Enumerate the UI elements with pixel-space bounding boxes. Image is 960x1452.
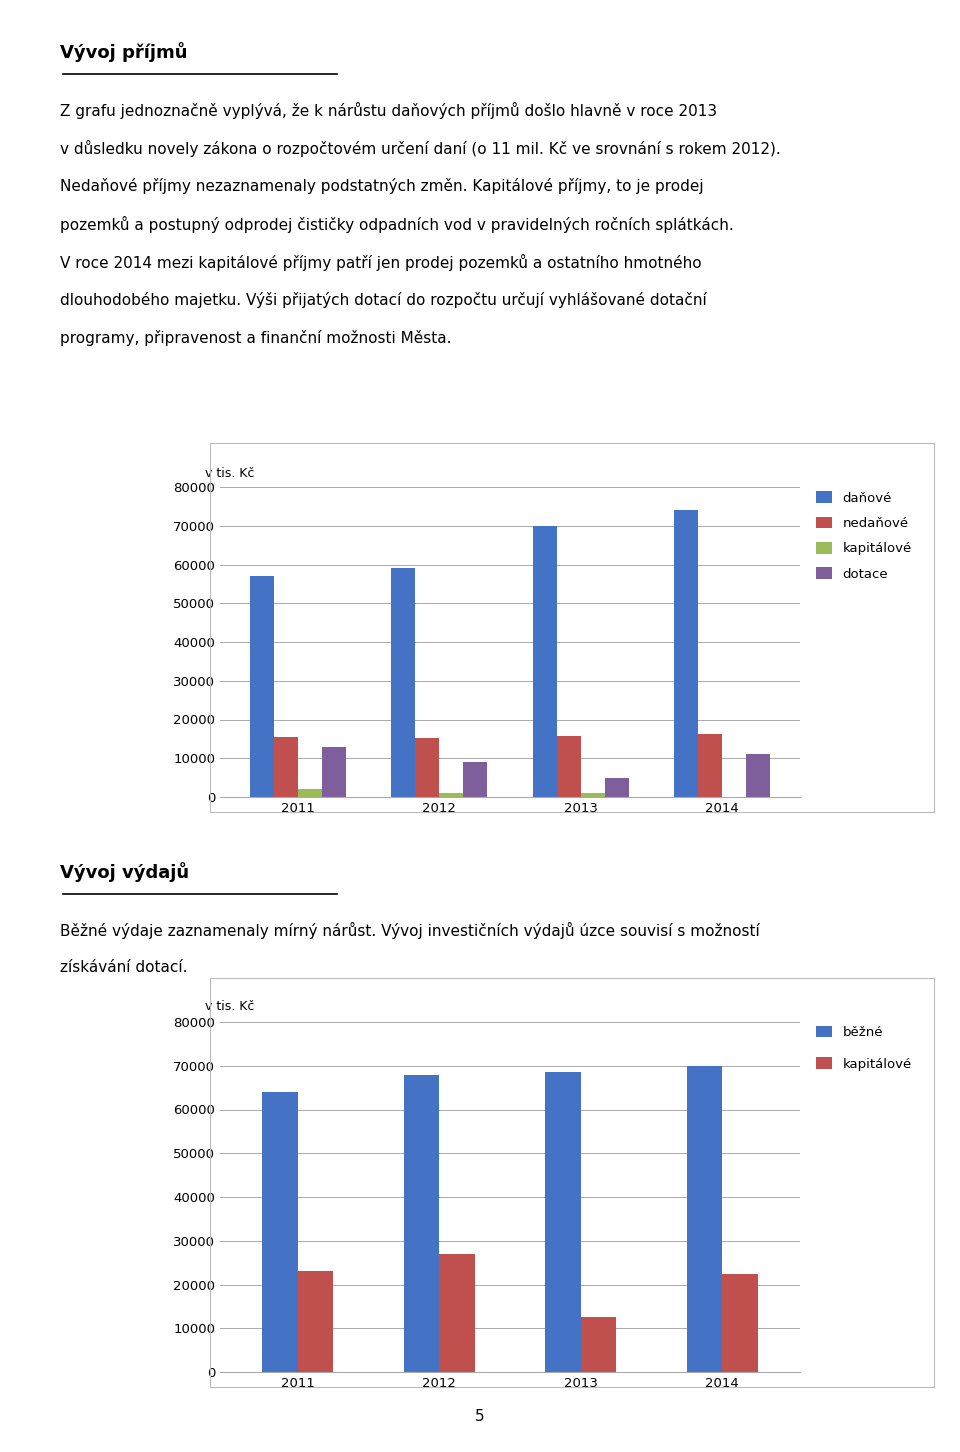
Text: Vývoj výdajů: Vývoj výdajů (60, 862, 189, 881)
Text: 5: 5 (475, 1408, 485, 1424)
Bar (404, 1074, 440, 1372)
Bar (545, 1073, 581, 1372)
Bar (533, 526, 557, 797)
Bar (298, 790, 322, 797)
Bar (605, 778, 629, 797)
Bar (581, 1317, 616, 1372)
Text: Vývoj příjmů: Vývoj příjmů (60, 42, 187, 62)
Bar (391, 568, 416, 797)
Text: dlouhodobého majetku. Výši přijatých dotací do rozpočtu určují vyhlášované dotač: dlouhodobého majetku. Výši přijatých dot… (60, 292, 707, 308)
Text: programy, připravenost a finanční možnosti Města.: programy, připravenost a finanční možnos… (60, 330, 451, 346)
Bar (698, 735, 722, 797)
Bar (416, 738, 440, 797)
Bar (440, 793, 464, 797)
Bar (557, 736, 581, 797)
Bar (250, 576, 274, 797)
Bar (746, 755, 770, 797)
Text: v tis. Kč: v tis. Kč (205, 1000, 254, 1013)
Bar (298, 1272, 333, 1372)
Bar (686, 1066, 722, 1372)
Text: Z grafu jednoznačně vyplývá, že k nárůstu daňových příjmů došlo hlavně v roce 20: Z grafu jednoznačně vyplývá, že k nárůst… (60, 102, 717, 119)
Text: V roce 2014 mezi kapitálové příjmy patří jen prodej pozemků a ostatního hmotného: V roce 2014 mezi kapitálové příjmy patří… (60, 254, 702, 272)
Text: získávání dotací.: získávání dotací. (60, 960, 187, 974)
Bar (581, 793, 605, 797)
Text: v důsledku novely zákona o rozpočtovém určení daní (o 11 mil. Kč ve srovnání s r: v důsledku novely zákona o rozpočtovém u… (60, 139, 780, 157)
Bar (464, 762, 488, 797)
Bar (722, 1273, 757, 1372)
Legend: běžné, kapitálové: běžné, kapitálové (812, 1022, 916, 1074)
Text: v tis. Kč: v tis. Kč (205, 468, 254, 481)
Text: Běžné výdaje zaznamenaly mírný nárůst. Vývoj investičních výdajů úzce souvisí s : Běžné výdaje zaznamenaly mírný nárůst. V… (60, 922, 759, 939)
Legend: daňové, nedaňové, kapitálové, dotace: daňové, nedaňové, kapitálové, dotace (812, 488, 916, 585)
Bar (440, 1255, 474, 1372)
Text: Nedaňové příjmy nezaznamenaly podstatných změn. Kapitálové příjmy, to je prodej: Nedaňové příjmy nezaznamenaly podstatnýc… (60, 179, 704, 195)
Bar (322, 746, 346, 797)
Bar (674, 510, 698, 797)
Bar (274, 738, 298, 797)
Text: pozemků a postupný odprodej čističky odpadních vod v pravidelných ročních splátk: pozemků a postupný odprodej čističky odp… (60, 216, 733, 232)
Bar (262, 1092, 298, 1372)
